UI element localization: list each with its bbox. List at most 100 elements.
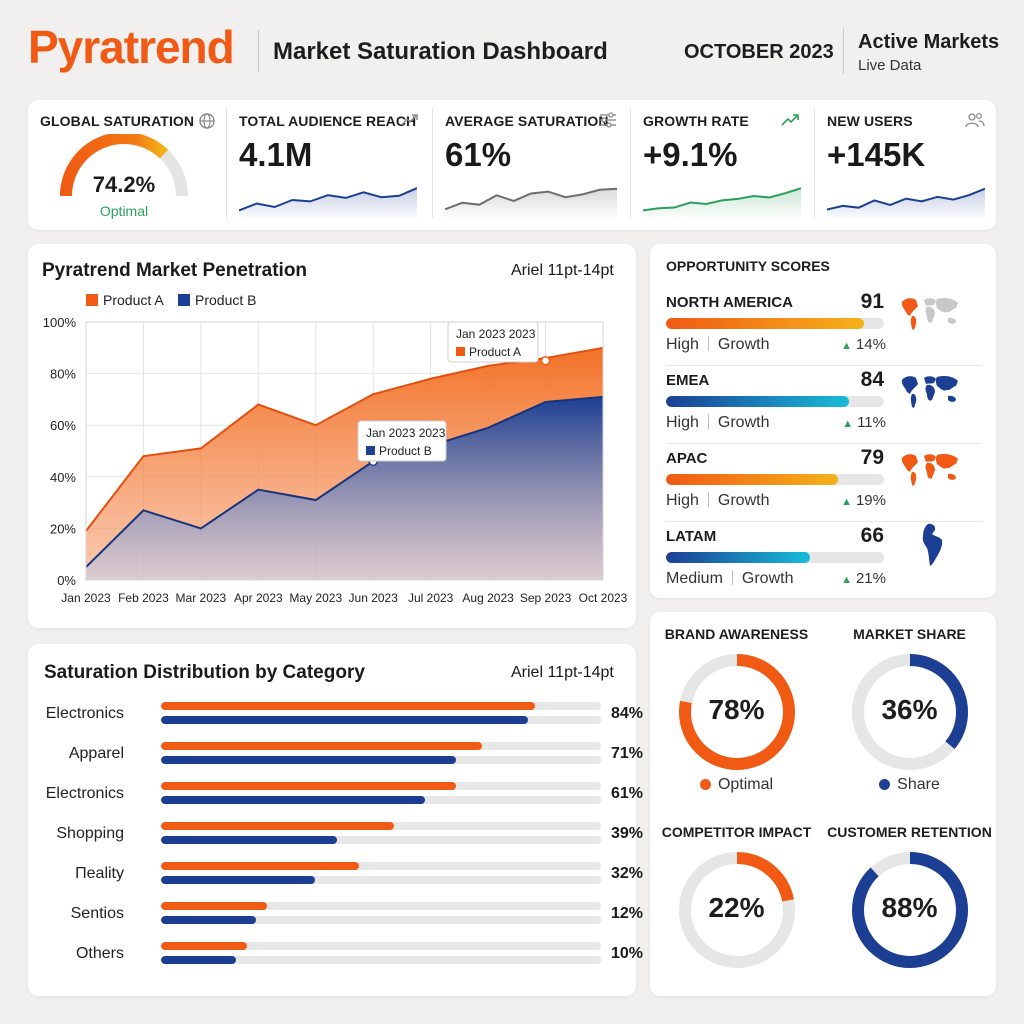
up-arrow-icon: ▲ <box>841 340 852 352</box>
y-tick-label: 40% <box>50 470 76 485</box>
header-divider <box>843 28 844 74</box>
x-tick-label: Jan 2023 <box>61 591 111 605</box>
bar-track-product-b <box>161 756 601 764</box>
sliders-icon <box>600 112 616 128</box>
donut-ring <box>679 654 795 770</box>
bar-fill-product-b <box>161 916 256 924</box>
kpi-value: 4.1M <box>239 136 313 173</box>
bar-track-product-b <box>161 716 601 724</box>
region-row[interactable]: NORTH AMERICA 91 High Growth ▲ 14% <box>666 290 982 372</box>
kpi-new-users[interactable]: NEW USERS +145K <box>815 100 996 230</box>
bar-track-product-b <box>161 956 601 964</box>
saturation-gauge <box>60 134 188 197</box>
tooltip-box <box>357 420 447 462</box>
report-month[interactable]: OCTOBER 2023 <box>684 41 834 63</box>
trend-up-icon <box>781 114 799 126</box>
x-tick-label: Aug 2023 <box>462 591 514 605</box>
kpi-global-saturation[interactable]: GLOBAL SATURATION 74.2% Optimal <box>28 100 226 230</box>
region-row[interactable]: LATAM 66 Medium Growth ▲ 21% <box>666 523 982 606</box>
bar-track-product-b <box>161 876 601 884</box>
sparkline-line <box>827 187 985 211</box>
region-level: Medium <box>666 570 723 587</box>
category-percent: 32% <box>611 865 644 882</box>
kpi-total-audience-reach[interactable]: TOTAL AUDIENCE REACH 4.1M <box>227 100 432 230</box>
map-region <box>948 473 956 480</box>
distribution-title: Saturation Distribution by Category <box>44 662 365 683</box>
bar-fill-product-b <box>161 876 315 884</box>
world-map-icon <box>901 298 958 330</box>
category-label: Electronics <box>45 705 124 722</box>
audience-sparkline <box>239 187 417 218</box>
tooltip-swatch <box>366 446 375 455</box>
kpi-strip: GLOBAL SATURATION 74.2% Optimal TOTAL AU… <box>28 100 996 230</box>
region-delta: ▲ 14% <box>834 336 886 353</box>
opportunity-scores-card: OPPORTUNITY SCORES NORTH AMERICA 91 High… <box>650 244 996 598</box>
donut-title: COMPETITOR IMPACT <box>661 824 812 840</box>
kpi-label: AVERAGE SATURATION <box>445 113 609 129</box>
donut-legend: Share <box>823 776 996 794</box>
donut-metric[interactable]: CUSTOMER RETENTION 88% <box>823 810 996 1000</box>
donut-ring <box>679 852 795 968</box>
kpi-average-saturation[interactable]: AVERAGE SATURATION 61% <box>433 100 630 230</box>
up-arrow-icon: ▲ <box>841 574 852 586</box>
donut-metric[interactable]: COMPETITOR IMPACT 22% <box>650 810 823 1000</box>
kpi-value: +9.1% <box>643 136 738 173</box>
donut-value: 22% <box>708 892 765 923</box>
y-tick-label: 20% <box>50 521 76 536</box>
kpi-growth-rate[interactable]: GROWTH RATE +9.1% <box>631 100 814 230</box>
legend-swatch <box>178 294 190 306</box>
x-tick-label: Feb 2023 <box>118 591 169 605</box>
category-label: Πeality <box>75 865 124 882</box>
x-tick-label: Oct 2023 <box>579 591 628 605</box>
x-tick-label: Jun 2023 <box>349 591 399 605</box>
region-score: 66 <box>860 524 884 547</box>
region-row[interactable]: APAC 79 High Growth ▲ 19% <box>666 446 982 528</box>
region-divider <box>666 443 982 444</box>
region-divider <box>666 365 982 366</box>
score-fill <box>666 396 850 407</box>
donut-legend-label: Share <box>897 776 940 793</box>
chart-title: Pyratrend Market Penetration <box>42 260 308 281</box>
trend-up-icon <box>401 114 418 126</box>
region-name: EMEA <box>666 372 710 389</box>
category-label: Sentios <box>70 905 124 922</box>
donut-value: 36% <box>881 694 938 725</box>
sparkline-line <box>643 187 801 212</box>
region-type: Growth <box>717 492 770 509</box>
category-percent: 61% <box>611 785 644 802</box>
bar-fill-product-a <box>161 742 483 750</box>
live-data-label: Live Data <box>858 57 922 74</box>
tag-divider <box>707 414 709 429</box>
region-level: High <box>666 492 699 509</box>
map-region <box>925 306 935 323</box>
up-arrow-icon: ▲ <box>842 418 854 430</box>
sparkline-line <box>445 187 617 211</box>
bar-track-product-a <box>161 702 601 710</box>
bar-fill-product-a <box>161 942 247 950</box>
donut-metric[interactable]: MARKET SHARE 36% Share <box>823 612 996 802</box>
legend-label: Product A <box>103 292 164 308</box>
map-region <box>901 376 918 394</box>
map-region <box>924 454 936 462</box>
map-region <box>901 454 918 472</box>
score-fill <box>666 474 839 485</box>
region-tags: High Growth <box>666 336 769 354</box>
legend-dot <box>879 779 891 790</box>
series-line-product-b <box>85 395 604 568</box>
category-percent: 10% <box>611 945 644 962</box>
donut-metric[interactable]: BRAND AWARENESS 78% Optimal <box>650 612 823 802</box>
sparkline-area <box>827 188 985 218</box>
bar-track-product-a <box>161 902 601 910</box>
score-track <box>666 396 884 407</box>
region-type: Growth <box>717 414 770 431</box>
penetration-area-chart[interactable]: 0% 20% 40% 60% 80% 100% Jan 2023 Feb 2023 Mar 20… <box>28 284 636 614</box>
donut-fill <box>679 852 795 968</box>
series-area-product-b <box>86 396 603 580</box>
growth-sparkline <box>643 187 801 218</box>
donut-fill <box>679 654 795 770</box>
region-delta: ▲ 21% <box>834 570 886 587</box>
legend-swatch <box>86 294 98 306</box>
category-percent: 39% <box>611 825 644 842</box>
region-row[interactable]: EMEA 84 High Growth ▲ 11% <box>666 368 982 450</box>
region-type: Growth <box>717 336 770 353</box>
